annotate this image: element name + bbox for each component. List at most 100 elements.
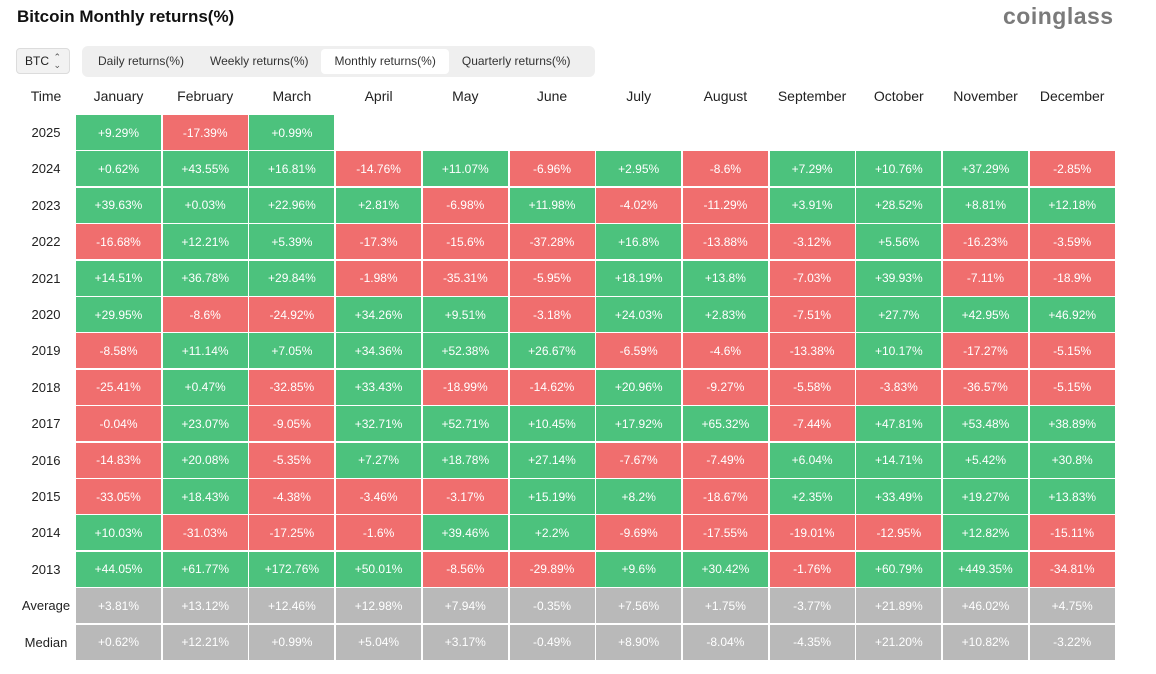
return-value-cell: -5.15% [1029,369,1115,405]
asset-select[interactable]: BTC ⌃ ⌄ [16,48,70,74]
return-value-cell: -18.9% [1029,260,1115,296]
return-value-cell: +13.83% [1029,479,1115,514]
return-value-cell: -5.15% [1029,333,1115,369]
chevron-updown-icon: ⌃ ⌄ [53,52,61,70]
year-row-label: 2019 [31,343,61,359]
asset-select-value: BTC [25,54,49,68]
return-value-cell: +19.27% [943,479,1028,514]
return-value-cell: +0.99% [249,115,335,150]
return-value-cell: -17.3% [336,224,422,260]
return-value-cell: +27.14% [509,442,595,478]
year-row-label: 2024 [31,161,61,177]
return-value-cell: +2.95% [596,151,682,187]
return-value-cell: -14.62% [509,369,595,405]
month-column-header: May [452,88,479,104]
return-value-cell: -17.55% [682,515,768,551]
return-value-cell: -16.68% [76,224,161,260]
return-value-cell: +26.67% [509,333,595,369]
return-value-cell: +11.07% [422,151,508,187]
summary-row-label: Median [24,634,68,650]
tab-weekly-returns[interactable]: Weekly returns(%) [210,54,309,68]
summary-value-cell: -0.35% [509,588,595,624]
return-value-cell: +0.47% [162,369,248,405]
month-column-header: September [777,88,847,104]
summary-value-cell: -0.49% [509,624,595,660]
return-value-cell: -14.76% [336,151,422,187]
return-value-cell: +8.2% [596,479,682,514]
return-value-cell: +60.79% [856,551,942,587]
month-column-header: June [536,88,568,104]
return-value-cell: -9.27% [682,369,768,405]
year-row-label: 2025 [31,125,61,140]
return-value-cell: +23.07% [162,406,248,442]
year-row-label: 2017 [31,416,61,432]
return-value-cell: +32.71% [336,406,422,442]
return-value-cell: -32.85% [249,369,335,405]
return-value-cell: +18.78% [422,442,508,478]
return-value-cell: +15.19% [509,479,595,514]
tab-quarterly-returns[interactable]: Quarterly returns(%) [461,54,571,68]
return-value-cell: +20.96% [596,369,682,405]
return-value-cell: -36.57% [943,369,1028,405]
return-value-cell: +12.21% [162,224,248,260]
summary-value-cell: +46.02% [943,588,1028,624]
return-value-cell: -13.88% [682,224,768,260]
return-value-cell: +7.29% [769,151,855,187]
return-value-cell: +34.26% [336,297,422,332]
return-value-cell: -0.04% [76,406,161,442]
return-value-cell: +42.95% [943,297,1028,332]
return-value-cell: +10.76% [856,151,942,187]
return-value-cell: -8.58% [76,333,161,369]
return-value-cell: +39.46% [422,515,508,551]
return-value-cell: +10.45% [509,406,595,442]
return-value-cell: -5.95% [509,260,595,296]
tab-daily-returns[interactable]: Daily returns(%) [98,54,185,68]
return-value-cell: -3.83% [856,369,942,405]
return-value-cell: -8.6% [162,297,248,332]
return-value-cell: -16.23% [943,224,1028,260]
return-value-cell: -7.67% [596,442,682,478]
return-value-cell: +46.92% [1029,297,1115,332]
year-row-label: 2013 [31,561,61,577]
return-value-cell: +61.77% [162,551,248,587]
return-value-cell: -1.6% [336,515,422,551]
return-value-cell: +52.71% [422,406,508,442]
return-value-cell: -34.81% [1029,551,1115,587]
month-column-header: March [272,88,312,104]
year-row-label: 2014 [31,525,61,541]
year-row-label: 2020 [31,307,61,322]
summary-value-cell: +12.46% [249,588,335,624]
year-row-label: 2018 [31,379,61,395]
return-value-cell: -1.98% [336,260,422,296]
tab-monthly-returns[interactable]: Monthly returns(%) [321,49,449,74]
return-value-cell: +28.52% [856,187,942,223]
return-value-cell: +22.96% [249,187,335,223]
summary-row-label: Average [21,598,71,614]
return-value-cell: +16.8% [596,224,682,260]
summary-value-cell: +5.04% [336,624,422,660]
return-value-cell: +5.56% [856,224,942,260]
summary-value-cell: +3.81% [76,588,161,624]
return-value-cell: +6.04% [769,442,855,478]
return-value-cell: +8.81% [943,187,1028,223]
month-column-header: December [1039,88,1105,104]
return-value-cell: +10.03% [76,515,161,551]
return-value-cell: -7.03% [769,260,855,296]
return-value-cell: +7.27% [336,442,422,478]
return-value-cell: -13.38% [769,333,855,369]
summary-value-cell: +13.12% [162,588,248,624]
return-value-cell: +20.08% [162,442,248,478]
return-value-cell: -7.49% [682,442,768,478]
summary-value-cell: +3.17% [422,624,508,660]
return-value-cell: +2.81% [336,187,422,223]
return-value-cell: -18.67% [682,479,768,514]
return-value-cell: -31.03% [162,515,248,551]
return-value-cell: +17.92% [596,406,682,442]
return-value-cell: +14.71% [856,442,942,478]
return-value-cell: -7.11% [943,260,1028,296]
return-value-cell: -9.05% [249,406,335,442]
month-column-header: January [93,88,144,104]
return-value-cell: +10.17% [856,333,942,369]
return-value-cell: -2.85% [1029,151,1115,187]
year-row-label: 2015 [31,489,61,504]
